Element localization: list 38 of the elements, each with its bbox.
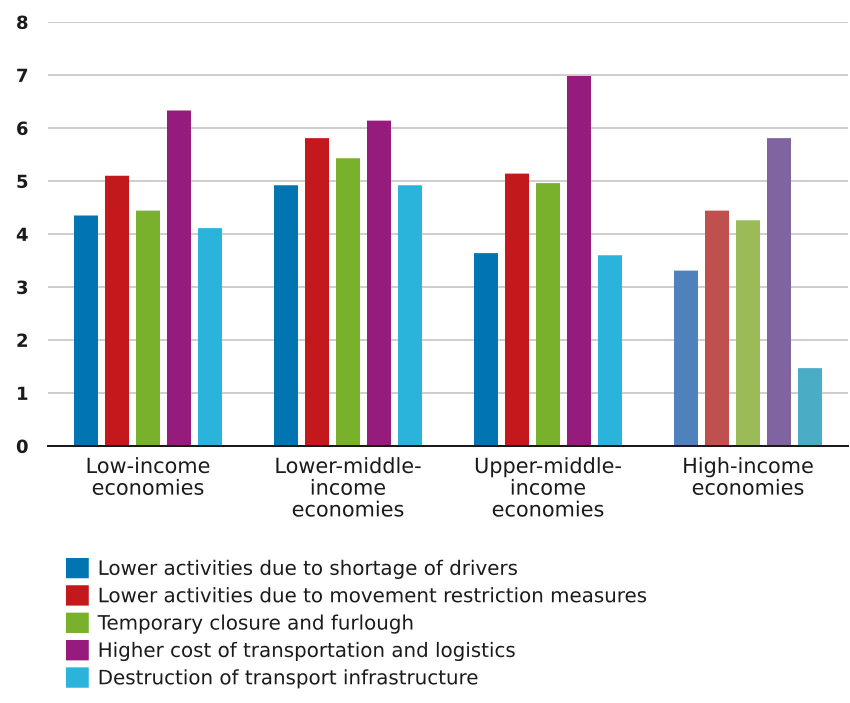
bar (567, 76, 591, 446)
x-tick-label: Low-income economies (88, 457, 210, 495)
bar (798, 368, 822, 446)
y-tick-label: 8 (17, 15, 28, 30)
legend-label: Temporary closure and furlough (98, 614, 412, 634)
legend-label: Lower activities due to shortage of drivers (100, 560, 517, 579)
x-tick-label: Upper-middle- income economies (476, 457, 621, 517)
legend-label: Destruction of transport infrastructure (100, 669, 478, 688)
bar (398, 185, 422, 446)
bar (674, 270, 698, 446)
y-tick-label: 3 (17, 280, 28, 294)
y-tick-label: 2 (17, 333, 27, 347)
y-tick-label: 0 (16, 439, 28, 454)
bar (198, 228, 222, 446)
bar (767, 138, 791, 446)
bar (474, 253, 498, 446)
bar (136, 210, 160, 446)
y-tick-label: 1 (18, 386, 28, 400)
bar (705, 210, 729, 446)
y-tick-label: 7 (17, 68, 28, 82)
legend-label: Higher cost of transportation and logistics (100, 642, 515, 662)
x-tick-label: High-income economies (684, 457, 813, 495)
bar (274, 185, 298, 446)
bar (74, 215, 98, 446)
bar (598, 255, 622, 446)
y-tick-label: 6 (17, 121, 28, 136)
bar (336, 158, 360, 446)
bar (736, 220, 760, 446)
bar (167, 110, 191, 446)
bar (105, 176, 129, 446)
y-tick-label: 5 (17, 174, 28, 188)
x-tick-label: Lower-middle- income economies (276, 457, 421, 517)
legend-label: Lower activities due to movement restriction measures (100, 587, 646, 602)
bar (536, 183, 560, 446)
y-tick-label: 4 (16, 228, 28, 241)
bar (305, 138, 329, 446)
bar (505, 174, 529, 446)
bar (367, 120, 391, 446)
